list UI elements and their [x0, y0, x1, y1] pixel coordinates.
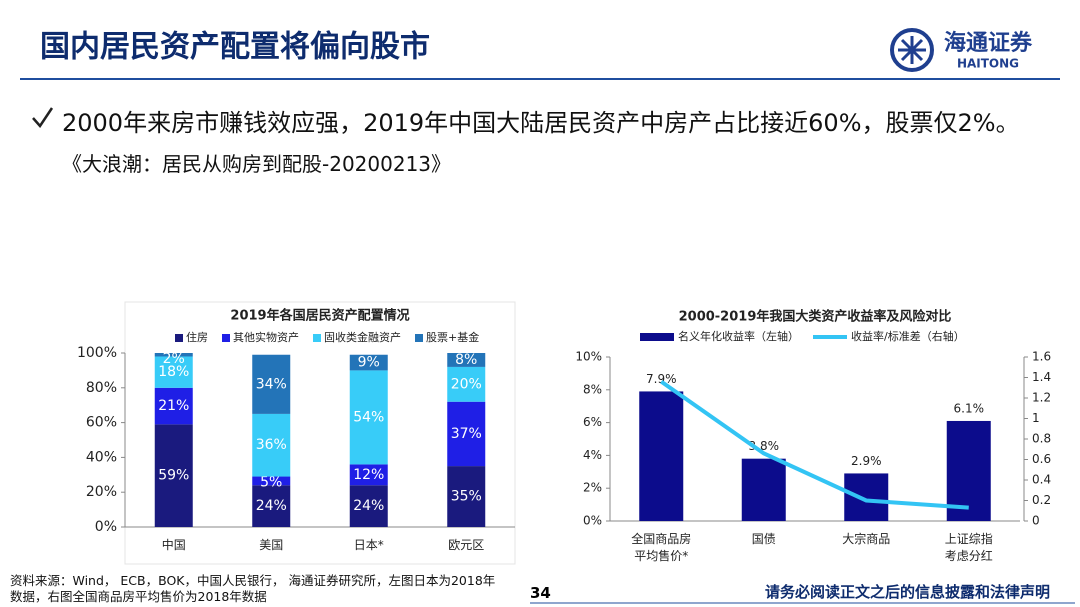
disclaimer: 请务必阅读正文之后的信息披露和法律声明	[765, 583, 1051, 601]
y-tick-label: 80%	[86, 380, 117, 396]
bar	[154, 356, 193, 388]
chart-title: 2000-2019年我国大类资产收益率及风险对比	[679, 309, 952, 325]
y2-tick-label: 1	[1032, 411, 1040, 425]
data-label: 6.1%	[954, 401, 985, 415]
page-title: 国内居民资产配置将偏向股市	[40, 30, 430, 65]
legend-swatch	[175, 334, 183, 342]
legend-swatch	[222, 334, 230, 342]
data-label: 18%	[158, 364, 189, 380]
x-tick-label: 国债	[751, 532, 776, 546]
legend-swatch	[640, 333, 674, 341]
data-label: 12%	[353, 467, 384, 483]
x-tick-label: 大宗商品	[842, 532, 891, 546]
data-label: 24%	[353, 498, 384, 514]
data-label: 8%	[455, 352, 477, 368]
y2-tick-label: 0.4	[1032, 473, 1051, 487]
bar	[639, 391, 684, 521]
data-label: 37%	[451, 426, 482, 442]
data-label: 7.9%	[646, 372, 677, 386]
y2-tick-label: 0.6	[1032, 452, 1051, 466]
y-tick-label: 60%	[86, 415, 117, 431]
chart-title: 2019年各国居民资产配置情况	[230, 308, 409, 324]
bullet-text: 2000年来房市赚钱效应强，2019年中国大陆居民资产中房产占比接近60%，股票…	[62, 109, 1020, 137]
data-label: 9%	[358, 355, 380, 371]
legend-swatch	[415, 334, 423, 342]
bar	[741, 458, 786, 521]
bar	[252, 476, 291, 486]
x-tick-label: 上证综指 考虑分红	[944, 532, 993, 563]
citation: 《大浪潮：居民从购房到配股-20200213》	[62, 152, 452, 176]
data-label: 54%	[353, 409, 384, 425]
legend-label: 收益率/标准差（右轴）	[851, 329, 965, 343]
y-tick-label: 40%	[86, 449, 117, 465]
bar	[349, 464, 388, 486]
data-label: 59%	[158, 468, 189, 484]
x-tick-label: 日本*	[353, 538, 384, 552]
y2-tick-label: 1.2	[1032, 391, 1051, 405]
data-label: 24%	[256, 498, 287, 514]
y-tick-label: 8%	[583, 382, 602, 396]
y-tick-label: 100%	[77, 345, 117, 361]
data-label: 34%	[256, 376, 287, 392]
bar	[844, 473, 889, 521]
data-label: 5%	[260, 475, 282, 491]
bar	[447, 401, 486, 467]
bar	[447, 353, 486, 367]
x-tick-label: 中国	[161, 538, 186, 552]
page-number: 34	[530, 584, 551, 602]
y-tick-label: 20%	[86, 484, 117, 500]
x-tick-label: 全国商品房 平均售价*	[631, 532, 692, 563]
y2-tick-label: 1.4	[1032, 370, 1051, 384]
x-tick-label: 欧元区	[448, 538, 485, 552]
y2-tick-label: 0	[1032, 514, 1040, 528]
data-label: 20%	[451, 376, 482, 392]
bar	[154, 353, 193, 357]
x-tick-label: 美国	[259, 538, 284, 552]
bar	[252, 485, 291, 527]
y2-tick-label: 0.2	[1032, 493, 1051, 507]
legend-swatch	[313, 334, 321, 342]
y2-tick-label: 0.8	[1032, 432, 1051, 446]
bar	[447, 366, 486, 402]
bar	[447, 466, 486, 527]
legend-label: 住房	[186, 330, 208, 344]
data-label: 35%	[451, 489, 482, 505]
y-tick-label: 4%	[583, 448, 602, 462]
data-label: 36%	[256, 437, 287, 453]
y-tick-label: 0%	[95, 519, 117, 535]
bar	[349, 370, 388, 465]
bar	[154, 387, 193, 425]
y-tick-label: 10%	[575, 350, 602, 364]
bar	[252, 354, 291, 414]
y-tick-label: 6%	[583, 415, 602, 429]
data-label: 21%	[158, 398, 189, 414]
legend-label: 固收类金融资产	[324, 330, 401, 344]
bullet: 2000年来房市赚钱效应强，2019年中国大陆居民资产中房产占比接近60%，股票…	[62, 103, 1042, 184]
legend-label: 其他实物资产	[233, 330, 299, 344]
source-note: 资料来源：Wind， ECB，BOK，中国人民银行， 海通证券研究所，左图日本为…	[10, 573, 496, 604]
bar	[349, 485, 388, 527]
logo	[890, 28, 934, 72]
y2-tick-label: 1.6	[1032, 350, 1051, 364]
bar	[946, 420, 991, 521]
legend-label: 名义年化收益率（左轴）	[678, 329, 799, 343]
bar	[154, 424, 193, 527]
y-tick-label: 0%	[583, 514, 602, 528]
y-tick-label: 2%	[583, 481, 602, 495]
data-label: 2.9%	[851, 454, 882, 468]
logo-en: HAITONG	[957, 57, 1019, 71]
line	[660, 379, 969, 510]
logo-cn: 海通证券	[944, 30, 1033, 56]
bar	[252, 413, 291, 477]
bar	[349, 354, 388, 371]
legend-label: 股票+基金	[426, 330, 479, 344]
check-icon	[32, 107, 54, 129]
data-label: 2%	[163, 351, 185, 367]
